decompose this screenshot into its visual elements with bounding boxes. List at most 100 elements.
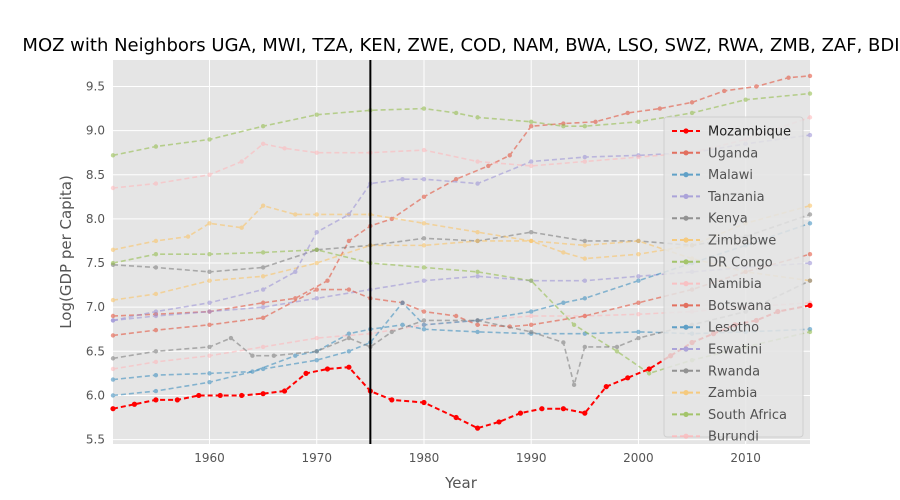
legend-item: Eswatini [672, 343, 762, 358]
data-point [260, 366, 266, 372]
data-point [529, 124, 534, 129]
data-point [185, 234, 191, 239]
data-point [153, 388, 159, 394]
data-point [689, 100, 695, 105]
data-point [421, 278, 427, 283]
data-point [324, 366, 331, 372]
legend-item: Malawi [672, 168, 753, 183]
data-point [529, 229, 534, 235]
data-point [421, 327, 427, 332]
data-point [593, 119, 598, 124]
data-point [260, 315, 266, 320]
axis-ticks: 1960 1970 1980 1990 2000 2010 5.5 6.0 6.5 7.0 7.5 8… [86, 79, 761, 465]
legend-item: Zambia [672, 386, 757, 401]
data-point [207, 344, 212, 350]
data-point [314, 287, 319, 292]
data-point [260, 250, 266, 255]
data-point [421, 194, 427, 200]
series-south-africa [110, 91, 813, 158]
data-point [614, 344, 620, 350]
legend-swatch-marker [683, 302, 689, 308]
data-point [314, 296, 319, 301]
data-point [507, 153, 512, 158]
data-point [110, 318, 116, 323]
series-line [112, 301, 811, 370]
data-point [110, 333, 116, 338]
data-point [807, 260, 813, 266]
series-line [112, 134, 811, 322]
data-point [314, 150, 319, 155]
data-point [153, 144, 159, 149]
data-point [421, 399, 427, 406]
data-point [614, 349, 620, 354]
data-point [529, 313, 534, 319]
data-point [314, 335, 319, 341]
data-point [807, 132, 813, 138]
data-point [207, 252, 212, 257]
data-point [475, 229, 480, 235]
legend-label: Namibia [708, 277, 762, 292]
data-point [475, 318, 480, 323]
data-point [421, 309, 427, 314]
legend-swatch-marker [683, 150, 689, 156]
legend-label: Zimbabwe [708, 234, 776, 249]
data-point [625, 375, 631, 381]
data-point [260, 300, 266, 305]
legend-item: Zimbabwe [672, 234, 776, 249]
legend-swatch-marker [683, 128, 689, 134]
y-tick-label: 8.0 [86, 212, 105, 226]
data-point [486, 163, 491, 169]
legend-swatch-marker [683, 237, 689, 243]
data-point [110, 393, 116, 398]
x-tick-label: 1980 [409, 451, 440, 465]
data-point [807, 278, 813, 283]
data-point [110, 153, 116, 158]
legend-item: Lesotho [672, 321, 759, 336]
legend-swatch-marker [683, 346, 689, 352]
y-tick-label: 5.5 [86, 433, 105, 447]
data-point [207, 221, 212, 226]
data-point [582, 278, 588, 283]
legend-swatch-marker [683, 215, 689, 221]
y-tick-label: 7.0 [86, 300, 105, 314]
series-line [112, 253, 811, 337]
y-tick-label: 6.5 [86, 344, 105, 358]
data-point [529, 322, 534, 328]
data-point [421, 221, 427, 226]
data-point [475, 115, 480, 120]
data-point [582, 159, 588, 164]
data-point [281, 388, 288, 394]
data-point [207, 380, 212, 385]
data-point [153, 359, 159, 365]
data-point [260, 391, 266, 397]
x-axis-label: Year [444, 474, 478, 492]
data-point [207, 278, 212, 283]
data-point [110, 297, 116, 303]
data-point [421, 176, 427, 182]
legend-item: Uganda [672, 146, 758, 161]
data-point [636, 238, 641, 244]
data-point [636, 300, 641, 305]
data-point [110, 366, 116, 372]
data-point [293, 296, 298, 301]
legend-item: Tanzania [672, 190, 765, 205]
data-point [582, 256, 588, 261]
data-point [271, 353, 277, 358]
data-point [110, 260, 116, 266]
series-zambia [110, 203, 813, 261]
data-point [217, 392, 223, 399]
data-point [260, 274, 266, 279]
data-point [421, 147, 427, 153]
data-point [228, 335, 234, 341]
series-line [112, 204, 811, 260]
data-point [260, 203, 266, 208]
data-point [529, 278, 534, 283]
data-point [475, 274, 480, 279]
data-point [207, 137, 212, 142]
data-point [636, 274, 641, 279]
data-point [389, 329, 394, 335]
data-point [153, 309, 159, 314]
data-point [400, 176, 405, 182]
data-point [293, 269, 298, 275]
